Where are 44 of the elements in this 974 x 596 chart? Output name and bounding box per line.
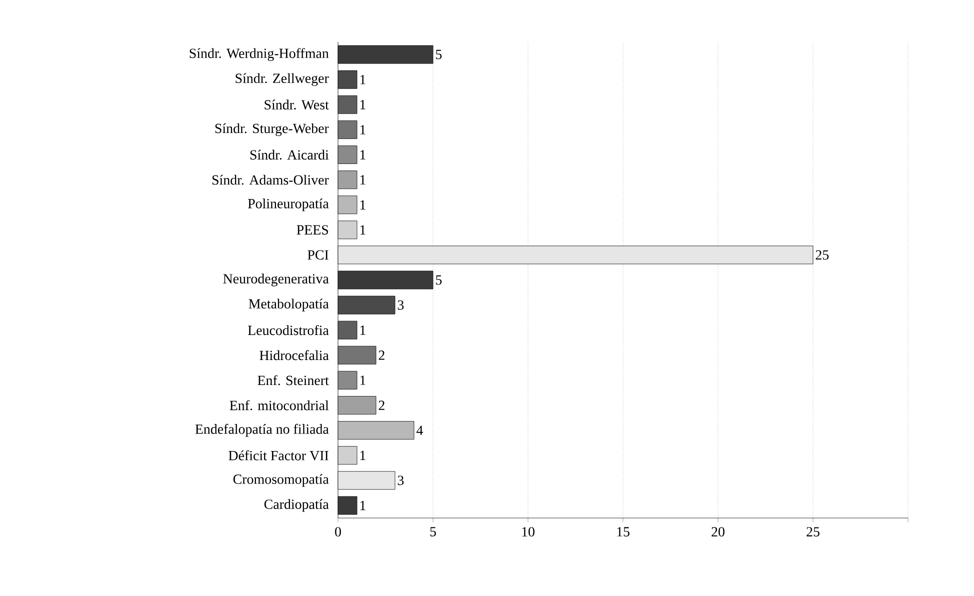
y-tick-label: Metabolopatía xyxy=(248,298,329,312)
data-label: 1 xyxy=(360,225,366,234)
data-label: 3 xyxy=(398,476,404,486)
data-label: 3 xyxy=(398,300,404,310)
data-label: 1 xyxy=(360,200,366,210)
y-tick-label: Déficit Factor VII xyxy=(228,450,328,460)
y-tick-label: PCI xyxy=(308,250,328,260)
y-tick-label: Enf. mitocondrial xyxy=(230,400,329,410)
data-label: 1 xyxy=(360,500,366,510)
y-tick-label: Endefalopatía no filiada xyxy=(195,424,329,437)
x-tick-label: 25 xyxy=(806,527,820,536)
y-tick-label: Cromosomopatía xyxy=(233,474,329,487)
y-tick-label: Síndr. Adams-Oliver xyxy=(212,174,329,185)
data-label: 2 xyxy=(378,400,384,410)
y-tick-label: Hidrocefalia xyxy=(260,350,329,360)
x-tick-label: 20 xyxy=(712,527,724,537)
y-tick-label: Polineuropatía xyxy=(248,198,329,212)
data-label: 1 xyxy=(360,175,366,184)
y-tick-label: Enf. Steinert xyxy=(258,375,329,386)
x-tick-label: 10 xyxy=(522,527,534,537)
x-tick-label: 5 xyxy=(430,527,436,536)
data-label: 1 xyxy=(360,325,366,335)
y-tick-label: Cardiopatía xyxy=(264,499,329,512)
data-label: 1 xyxy=(360,100,366,110)
y-tick-label: Síndr. Sturge-Weber xyxy=(215,123,329,136)
y-tick-label: Síndr. West xyxy=(264,100,329,110)
data-label: 1 xyxy=(360,74,366,84)
x-tick-label: 15 xyxy=(617,527,630,536)
y-tick-label: PEES xyxy=(296,225,328,235)
data-label: 1 xyxy=(360,376,366,385)
data-label: 5 xyxy=(436,275,442,285)
y-tick-label: Leucodistrofia xyxy=(248,325,329,336)
data-label: 25 xyxy=(816,250,829,260)
data-label: 1 xyxy=(360,125,366,134)
y-tick-label: Neurodegenerativa xyxy=(223,274,329,286)
x-tick-label: 0 xyxy=(335,527,341,537)
data-label: 2 xyxy=(378,350,384,360)
y-tick-label: Síndr. Werdnig-Hoffman xyxy=(190,48,329,61)
y-tick-label: Síndr. Zellweger xyxy=(236,73,329,86)
y-tick-label: Síndr. Aicardi xyxy=(250,150,329,160)
data-label: 5 xyxy=(436,50,442,60)
data-label: 1 xyxy=(360,450,366,460)
data-label: 4 xyxy=(416,426,423,435)
data-label: 1 xyxy=(360,150,366,160)
